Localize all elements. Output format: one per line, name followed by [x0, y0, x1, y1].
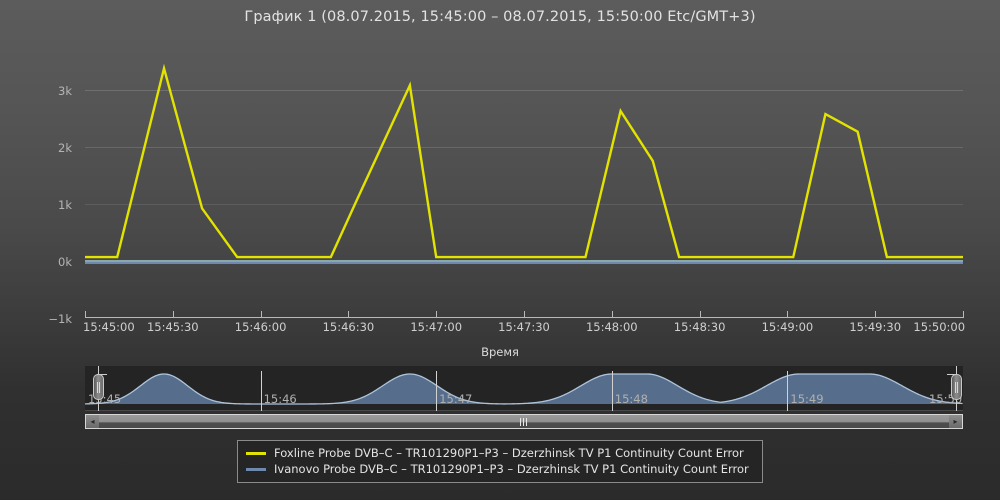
x-tick-label: 15:48:30 — [673, 320, 726, 334]
y-tick-label: −1k — [48, 312, 72, 326]
series-ivanovo-line — [85, 262, 963, 264]
range-start-handle[interactable] — [93, 374, 104, 400]
x-tick-label: 15:47:30 — [498, 320, 550, 334]
x-tick-label: 15:47:00 — [410, 320, 463, 334]
y-tick-label: 0k — [58, 255, 72, 269]
plot-area[interactable] — [85, 44, 963, 318]
x-tick-label: 15:50:00 — [913, 320, 966, 334]
range-navigator[interactable]: 15:45 15:46 15:47 15:48 15:49 15:50 — [85, 366, 963, 411]
x-tick — [699, 311, 701, 318]
scrollbar-grip-icon — [519, 417, 529, 426]
x-tick — [611, 311, 613, 318]
x-tick — [260, 311, 262, 318]
gridline-3k — [85, 90, 963, 91]
range-end-handle[interactable] — [951, 374, 962, 400]
legend-color-swatch — [246, 451, 266, 455]
y-tick-label: 2k — [58, 141, 72, 155]
y-tick-label: 3k — [58, 84, 72, 98]
x-tick-label: 15:45:30 — [146, 320, 199, 334]
navigator-area-stroke — [85, 373, 963, 405]
navigator-tick — [260, 371, 262, 411]
series-lines — [85, 63, 963, 259]
legend-item-label: Foxline Probe DVB–C – TR101290P1–P3 – Dz… — [274, 446, 744, 460]
legend-item-label: Ivanovo Probe DVB–C – TR101290P1–P3 – Dz… — [274, 462, 749, 476]
navigator-area-fill — [85, 374, 963, 404]
page-title: График 1 (08.07.2015, 15:45:00 – 08.07.2… — [244, 9, 756, 25]
navigator-tick-label: 15:46 — [263, 392, 297, 406]
y-axis: 3k 2k 1k 0k −1k — [0, 0, 72, 340]
legend-color-swatch — [246, 467, 266, 471]
navigator-tick-label: 15:48 — [614, 392, 648, 406]
navigator-tick-label: 15:49 — [790, 392, 824, 406]
y-tick-label: 1k — [58, 198, 72, 212]
legend-item-ivanovo[interactable]: Ivanovo Probe DVB–C – TR101290P1–P3 – Dz… — [246, 461, 754, 477]
x-tick-label: 15:46:00 — [234, 320, 287, 334]
scrollbar-thumb[interactable] — [99, 415, 949, 428]
horizontal-scrollbar[interactable]: ◂ ▸ — [85, 414, 963, 429]
x-tick — [436, 311, 438, 318]
navigator-tick — [611, 371, 613, 411]
x-tick — [85, 311, 86, 318]
scroll-left-arrow-icon[interactable]: ◂ — [86, 415, 99, 428]
x-tick-label: 15:46:30 — [322, 320, 375, 334]
x-tick — [172, 311, 174, 318]
x-tick-label: 15:49:30 — [849, 320, 902, 334]
legend: Foxline Probe DVB–C – TR101290P1–P3 – Dz… — [237, 440, 763, 483]
navigator-tick — [787, 371, 789, 411]
scroll-right-arrow-icon[interactable]: ▸ — [949, 415, 962, 428]
legend-item-foxline[interactable]: Foxline Probe DVB–C – TR101290P1–P3 – Dz… — [246, 445, 754, 461]
x-tick — [348, 311, 350, 318]
gridline-1k — [85, 204, 963, 205]
series-foxline-path — [85, 63, 963, 259]
x-tick — [524, 311, 525, 318]
x-tick-label: 15:48:00 — [585, 320, 638, 334]
x-tick — [963, 311, 964, 318]
gridline-2k — [85, 147, 963, 148]
series-foxline-baseline — [85, 260, 963, 263]
navigator-tick — [436, 371, 438, 411]
x-tick-label: 15:45:00 — [83, 320, 135, 334]
x-tick-label: 15:49:00 — [761, 320, 814, 334]
x-axis-title: Время — [481, 345, 519, 359]
x-tick — [787, 311, 789, 318]
navigator-tick-label: 15:47 — [439, 392, 473, 406]
navigator-area-chart — [85, 373, 963, 405]
x-tick — [875, 311, 877, 318]
